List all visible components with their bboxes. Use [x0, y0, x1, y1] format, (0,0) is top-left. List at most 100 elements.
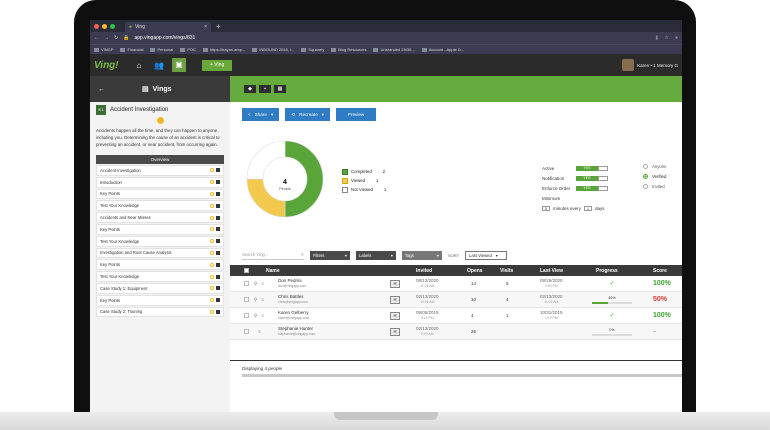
send-mail-button[interactable]: ✉: [390, 324, 400, 339]
send-mail-button[interactable]: ✉: [390, 276, 400, 291]
sidebar-item[interactable]: Case Study 2: Training: [96, 306, 224, 318]
share-button[interactable]: < Share ▾: [242, 108, 280, 121]
key-icon[interactable]: ⚷: [654, 35, 659, 41]
donut-slice-completed: [284, 140, 324, 218]
laptop-notch: [334, 412, 438, 420]
app-logo[interactable]: Ving!: [94, 59, 119, 71]
sidebar-item[interactable]: Key Points: [96, 188, 224, 200]
sidebar-item[interactable]: Key Points: [96, 259, 224, 271]
back-arrow-icon[interactable]: ←: [98, 85, 105, 93]
tab-close-icon[interactable]: ×: [204, 24, 207, 30]
bookmark-item[interactable]: https://trayon.amp...: [202, 47, 245, 52]
tags-dropdown[interactable]: Tags ▾: [402, 250, 442, 260]
tag-icon[interactable]: ◆: [244, 85, 256, 93]
radio-option[interactable]: Anyone: [643, 161, 667, 171]
row-checkbox[interactable]: [244, 308, 249, 323]
sidebar-item-icons: [210, 203, 220, 208]
bookmark-item[interactable]: Squarely: [301, 47, 324, 52]
star-icon[interactable]: ☆: [664, 35, 669, 41]
people-icon[interactable]: 👥: [154, 60, 164, 70]
sort-dropdown[interactable]: Last Viewed ▾: [465, 250, 508, 260]
forward-nav-icon[interactable]: →: [104, 35, 109, 41]
filters-dropdown[interactable]: Filters ▾: [310, 250, 350, 260]
bookmark-item[interactable]: Account - Apple D...: [421, 47, 464, 52]
bookmark-item[interactable]: Blog Resources: [331, 47, 366, 52]
radio-option[interactable]: Invited: [643, 181, 667, 191]
sidebar-item[interactable]: Test Your Knowledge: [96, 200, 224, 212]
col-invited[interactable]: Invited: [416, 267, 433, 274]
reload-icon[interactable]: ↻: [114, 35, 119, 41]
person-cell: Chris Battles chris@vingapp.com: [278, 292, 308, 307]
close-window-icon[interactable]: [94, 23, 99, 29]
labels-dropdown[interactable]: Labels ▾: [356, 250, 396, 260]
sidebar-item[interactable]: Test Your Knowledge: [96, 235, 224, 247]
sidebar-item[interactable]: Test Your Knowledge: [96, 271, 224, 282]
back-nav-icon[interactable]: ←: [94, 35, 99, 41]
window-controls[interactable]: [94, 23, 115, 29]
minimum-days-field[interactable]: 1: [584, 205, 593, 211]
table-row[interactable]: ≡ Stephanie Hunter stephanie@vingapp.com ✉ 0…: [230, 324, 682, 340]
recreate-button[interactable]: ⟲ Recreate ▾: [285, 108, 331, 121]
content-type-icon: [216, 227, 220, 232]
col-opens[interactable]: Opens: [467, 267, 483, 274]
last-view-time: 11:02 AM: [544, 299, 559, 304]
sidebar-item[interactable]: Investigation and Root Cause Analysis: [96, 247, 224, 259]
bookmark-item[interactable]: INBOUND 2018, I...: [252, 47, 294, 52]
bookmarks-bar: VINGP Financial Personal POC https://trayon.…: [90, 44, 682, 54]
browser-tab[interactable]: ● Ving ×: [125, 22, 211, 32]
horizontal-scrollbar[interactable]: [242, 374, 682, 377]
bookmark-item[interactable]: Unbranded 25/30...: [373, 47, 415, 52]
sidebar-item[interactable]: Key Points: [96, 223, 224, 235]
overview-header[interactable]: Overview: [96, 155, 224, 164]
minimize-window-icon[interactable]: [102, 23, 107, 29]
folder-icon[interactable]: ▣: [172, 58, 186, 72]
profile-icon[interactable]: ●: [674, 35, 678, 41]
row-checkbox[interactable]: [244, 324, 249, 339]
bookmark-item[interactable]: Financial: [120, 47, 143, 52]
filters-label: Filters: [313, 252, 325, 258]
setting-toggle[interactable]: YES: [576, 185, 608, 191]
col-last-view[interactable]: Last View: [540, 267, 563, 274]
setting-toggle[interactable]: YES: [576, 175, 608, 181]
legend-label: Viewed: [351, 178, 366, 183]
col-progress[interactable]: Progress: [596, 267, 618, 274]
donut-slice-viewed: [246, 178, 286, 218]
col-name[interactable]: Name: [266, 267, 280, 274]
sidebar-item[interactable]: Accident Investigation: [96, 165, 224, 176]
setting-toggle[interactable]: YES: [576, 165, 608, 171]
bookmark-item[interactable]: VINGP: [94, 47, 113, 52]
send-mail-button[interactable]: ✉: [390, 308, 400, 323]
new-ving-button[interactable]: + Ving: [202, 59, 233, 71]
table-row[interactable]: ⚲ ≡ Don Pedrini don@vingapp.com ✉ 08/13/2020 1…: [230, 276, 682, 292]
bookmark-item[interactable]: Personal: [150, 47, 173, 52]
score-value: 50%: [653, 296, 668, 303]
progress-text: 40%: [608, 295, 616, 300]
person-name: Chris Battles: [278, 294, 304, 300]
preview-button[interactable]: Preview: [336, 108, 377, 121]
url-field[interactable]: app.vingapp.com/vings/831: [134, 35, 196, 41]
select-all-checkbox[interactable]: [244, 265, 249, 276]
sidebar-item[interactable]: Accidents and Near Misses: [96, 212, 224, 223]
row-checkbox[interactable]: [244, 276, 249, 291]
bookmark-item[interactable]: POC: [180, 47, 196, 52]
grid-icon[interactable]: ▦: [274, 85, 286, 93]
maximize-window-icon[interactable]: [110, 23, 115, 29]
home-icon[interactable]: ⌂: [136, 60, 142, 70]
sidebar-item[interactable]: Key Points: [96, 294, 224, 306]
search-input[interactable]: Search Ving... ⚲: [242, 250, 304, 260]
sub-header-left: ← ▤ Vings: [90, 76, 230, 102]
row-checkbox[interactable]: [244, 292, 249, 307]
user-menu[interactable]: Karen • 1 Memory G: [622, 59, 678, 71]
send-mail-button[interactable]: ✉: [390, 292, 400, 307]
sidebar-item[interactable]: Introduction: [96, 176, 224, 188]
sidebar-item[interactable]: Case Study 1: Equipment: [96, 282, 224, 294]
radio-option[interactable]: Verified: [643, 171, 667, 181]
save-icon[interactable]: ▪: [259, 85, 271, 93]
col-visits[interactable]: Visits: [500, 267, 514, 274]
table-row[interactable]: ⚲ ≡ Chris Battles chris@vingapp.com ✉ 02/13/2…: [230, 292, 682, 308]
table-row[interactable]: ⚲ ≡ Karen Gelberry karen@vingapp.com ✉ 09/05/…: [230, 308, 682, 324]
minimum-value-field[interactable]: 5: [542, 205, 550, 211]
col-score[interactable]: Score: [653, 267, 667, 274]
opens-value: 14: [471, 281, 477, 286]
new-tab-button[interactable]: +: [216, 21, 221, 31]
